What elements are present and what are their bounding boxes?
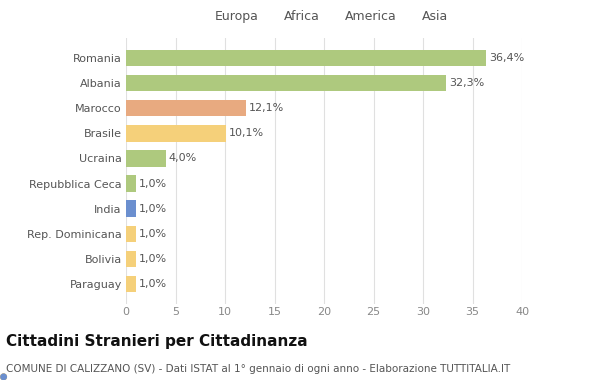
Text: 1,0%: 1,0% — [139, 229, 167, 239]
Text: 12,1%: 12,1% — [249, 103, 284, 113]
Text: 10,1%: 10,1% — [229, 128, 264, 138]
Bar — [126, 50, 487, 66]
Text: 36,4%: 36,4% — [490, 53, 524, 63]
Legend: Europa, Africa, America, Asia: Europa, Africa, America, Asia — [200, 10, 448, 23]
Bar — [126, 150, 166, 166]
Text: Cittadini Stranieri per Cittadinanza: Cittadini Stranieri per Cittadinanza — [6, 334, 308, 349]
Text: 1,0%: 1,0% — [139, 179, 167, 188]
Bar — [126, 75, 446, 92]
Bar — [126, 250, 136, 267]
Bar — [126, 176, 136, 192]
Text: 1,0%: 1,0% — [139, 254, 167, 264]
Bar — [126, 100, 246, 117]
Text: 1,0%: 1,0% — [139, 279, 167, 289]
Text: COMUNE DI CALIZZANO (SV) - Dati ISTAT al 1° gennaio di ogni anno - Elaborazione : COMUNE DI CALIZZANO (SV) - Dati ISTAT al… — [6, 364, 510, 374]
Text: 4,0%: 4,0% — [169, 154, 197, 163]
Bar — [126, 225, 136, 242]
Text: 1,0%: 1,0% — [139, 204, 167, 214]
Bar — [126, 276, 136, 292]
Text: 32,3%: 32,3% — [449, 78, 484, 88]
Bar — [126, 200, 136, 217]
Bar — [126, 125, 226, 142]
